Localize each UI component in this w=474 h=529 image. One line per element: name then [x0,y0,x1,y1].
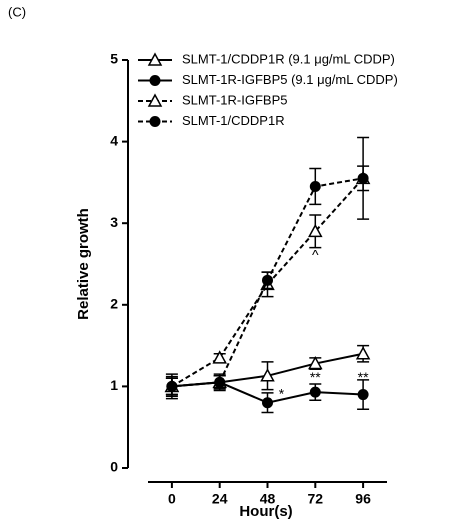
x-axis-title: Hour(s) [239,503,292,520]
legend-marker [147,52,163,66]
x-tick-label: 0 [168,491,176,507]
x-tick-label: 72 [308,491,324,507]
legend-marker [149,75,161,86]
x-tick-label: 24 [212,491,228,507]
annotation: * [279,385,285,401]
data-point [308,223,323,238]
data-point [357,172,369,184]
data-point [166,380,178,392]
legend-marker [147,93,163,107]
x-tick-label: 96 [355,491,371,507]
data-point [212,350,227,364]
legend-label: SLMT-1/CDDP1R (9.1 μg/mL CDDP) [182,51,395,66]
y-tick-label: 3 [110,214,118,230]
data-point [260,368,275,382]
data-point [357,389,369,401]
data-point [355,346,371,360]
y-tick-label: 2 [110,296,118,312]
legend-label: SLMT-1R-IGFBP5 [182,92,287,107]
y-tick-label: 0 [110,459,118,475]
y-tick-label: 1 [110,377,118,393]
y-tick-label: 4 [110,132,118,148]
data-point [262,274,273,286]
y-tick-label: 5 [110,51,118,67]
legend-marker [149,116,161,127]
annotation: ^ [312,247,319,263]
legend-label: SLMT-1R-IGFBP5 (9.1 μg/mL CDDP) [182,72,398,87]
y-axis-title: Relative growth [75,208,92,320]
panel-label: (C) [8,4,26,19]
data-point [214,376,226,388]
annotation: ** [310,369,321,385]
data-point [309,386,321,398]
x-tick-label: 48 [260,491,276,507]
data-point [308,355,323,370]
legend-label: SLMT-1/CDDP1R [182,113,285,128]
data-point [309,180,321,192]
annotation: ** [358,369,369,385]
data-point [262,397,273,409]
